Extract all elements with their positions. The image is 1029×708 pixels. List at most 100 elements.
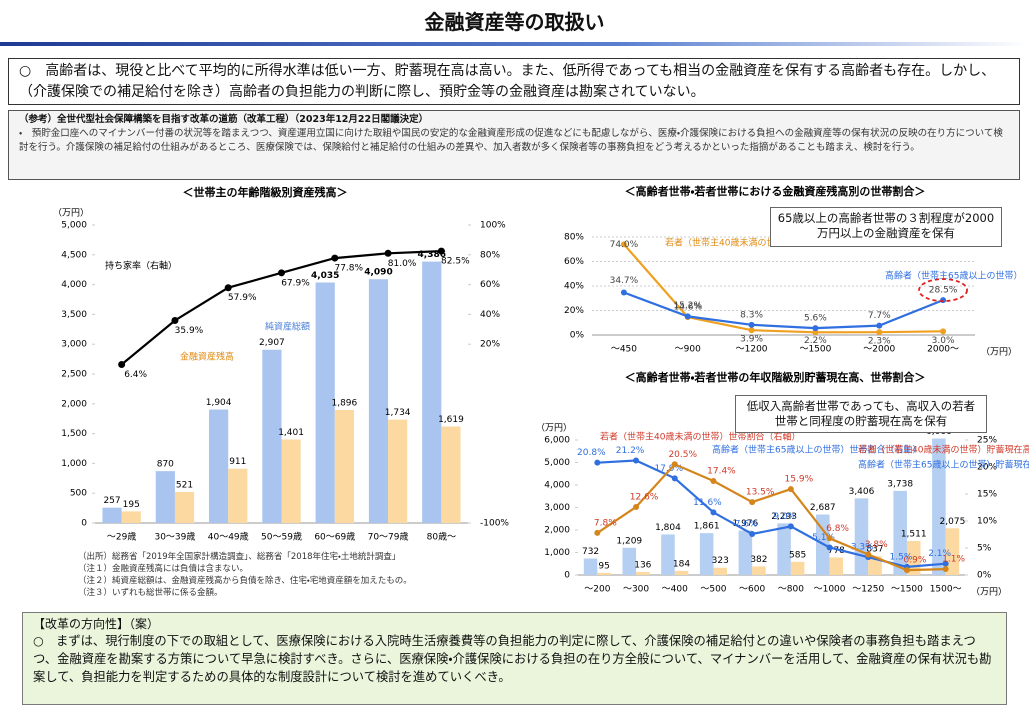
point — [224, 284, 232, 292]
y-tick-label: 20% — [564, 306, 584, 316]
point — [749, 530, 756, 537]
point — [633, 457, 640, 464]
bar — [315, 282, 335, 523]
y2-tick-label: 80% — [480, 250, 500, 260]
y-axis-unit: （万円） — [536, 423, 572, 434]
bar — [699, 533, 714, 575]
point — [826, 544, 833, 551]
point — [903, 567, 910, 574]
bar — [738, 530, 753, 575]
point — [876, 329, 883, 336]
bar — [262, 349, 282, 523]
bar — [777, 523, 791, 575]
data-label: 1,619 — [438, 415, 464, 425]
bar — [674, 570, 689, 575]
data-label: 1,976 — [732, 519, 758, 529]
bar — [622, 547, 637, 575]
data-label: 7.6% — [735, 519, 758, 529]
y-tick-label: 3,000 — [61, 340, 87, 350]
data-label: 3.9% — [740, 335, 763, 345]
data-label: 585 — [789, 550, 806, 560]
data-label: 1,861 — [694, 522, 720, 532]
data-label: 1,896 — [331, 398, 357, 408]
y-tick-label: 0 — [81, 519, 87, 529]
bar — [121, 511, 141, 523]
note: （注３）いずれも総世帯に係る金額。 — [78, 588, 223, 598]
data-label: 136 — [634, 560, 651, 570]
x-tick-label: 50～59歳 — [261, 531, 302, 543]
data-label: 195 — [123, 500, 140, 510]
data-label: 35.9% — [175, 326, 204, 336]
bar — [441, 426, 461, 523]
data-label: 2,293 — [771, 512, 797, 522]
y2-tick-label: 5% — [977, 544, 992, 554]
data-label: 21.2% — [616, 446, 645, 456]
series-line — [623, 291, 944, 330]
bar — [174, 491, 195, 523]
chart-title: ＜世帯主の年齢階級別資産残高＞ — [183, 185, 348, 199]
y-tick-label: 6,000 — [544, 436, 570, 446]
bar — [583, 558, 598, 575]
bar — [102, 507, 122, 523]
x-axis-unit: （万円） — [981, 347, 1017, 358]
data-label: 732 — [582, 547, 599, 557]
point — [812, 329, 819, 336]
point — [826, 535, 833, 542]
y2-tick-label: 40% — [480, 310, 500, 320]
series-name: 純資産総額 — [265, 321, 310, 333]
reform-text: ○ まずは、現行制度の下での取組として、医療保険における入院時生活療養費等の負担… — [33, 634, 992, 684]
bar — [829, 557, 844, 575]
data-label: 5.1% — [812, 533, 835, 543]
x-tick-label: 40～49歳 — [208, 531, 249, 543]
data-label: 6.8% — [826, 524, 849, 534]
x-tick-label: ～1500 — [799, 345, 831, 355]
data-label: 1,511 — [901, 530, 927, 540]
point — [748, 327, 755, 334]
y-tick-label: 1,000 — [544, 548, 570, 558]
data-label: 13.5% — [746, 488, 775, 498]
bar — [228, 468, 248, 523]
point — [384, 249, 392, 257]
data-label: 778 — [828, 546, 845, 556]
x-tick-label: 2000～ — [927, 345, 959, 355]
note: （注１）金融資産残高には負債は含まない。 — [78, 564, 249, 574]
y-tick-label: 3,500 — [61, 310, 87, 320]
data-label: 15.9% — [785, 475, 814, 485]
chart-notes: （出所）総務省「2019年全国家計構造調査」、総務省「2018年住宅・土地統計調… — [78, 551, 498, 599]
x-tick-label: ～400 — [662, 585, 688, 595]
point — [940, 297, 947, 304]
x-tick-label: ～1200 — [736, 345, 768, 355]
y2-tick-label: 0% — [977, 571, 992, 581]
chart-title: ＜高齢者世帯・若者世帯の年収階級別貯蓄現在高、世帯割合＞ — [625, 370, 926, 384]
data-label: 74.0% — [610, 240, 639, 250]
bar — [713, 567, 727, 575]
note: （出所）総務省「2019年全国家計構造調査」、総務省「2018年住宅・土地統計調… — [78, 552, 401, 562]
y-tick-label: 80% — [564, 233, 584, 243]
y-tick-label: 3,000 — [544, 503, 570, 513]
x-tick-label: ～300 — [623, 585, 649, 595]
series-line — [596, 462, 946, 572]
bar — [597, 572, 611, 575]
point — [865, 551, 872, 558]
data-label: 17.4% — [707, 467, 736, 477]
x-tick-label: ～450 — [611, 345, 637, 355]
y-tick-label: 500 — [70, 489, 87, 499]
reform-box: 【改革の方向性】（案） ○ まずは、現行制度の下での取組として、医療保険における… — [22, 612, 1007, 705]
data-label: 3.8% — [865, 540, 888, 550]
point — [620, 289, 627, 296]
point — [331, 254, 339, 262]
data-label: 4,090 — [364, 268, 392, 278]
y2-tick-label: 15% — [977, 490, 997, 500]
data-label: 2,687 — [810, 503, 836, 513]
point — [940, 328, 947, 335]
data-label: 323 — [712, 556, 729, 566]
bar — [334, 409, 354, 523]
point — [942, 560, 949, 567]
y-tick-label: 1,000 — [61, 459, 87, 469]
point — [710, 478, 717, 485]
y2-tick-label: 25% — [977, 436, 997, 446]
series-name: 金融資産残高 — [180, 351, 234, 363]
data-label: 870 — [157, 460, 174, 470]
bar — [790, 561, 805, 575]
